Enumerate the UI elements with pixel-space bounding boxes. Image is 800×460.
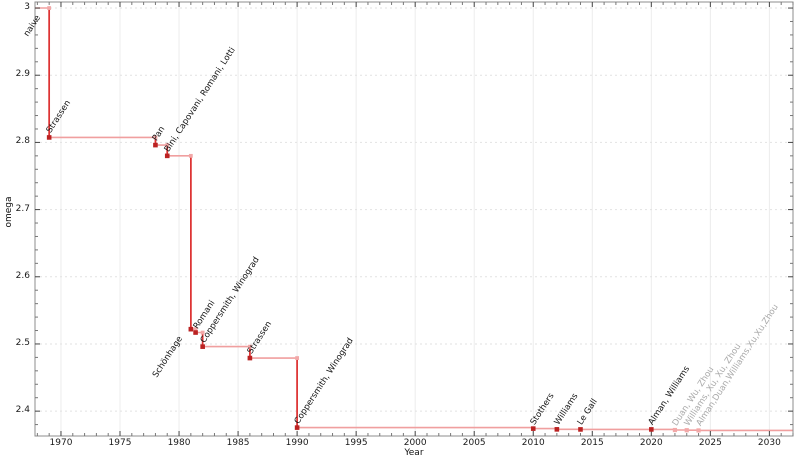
x-tick-label: 2025 — [698, 438, 722, 448]
data-point-marker — [684, 428, 689, 433]
data-point-marker — [164, 153, 170, 159]
x-tick-label: 1975 — [108, 438, 132, 448]
step-corner-marker — [200, 330, 205, 335]
x-tick-label: 1970 — [49, 438, 73, 448]
y-tick-label: 2.5 — [15, 337, 30, 348]
x-tick-label: 2005 — [462, 438, 486, 448]
data-point-marker — [247, 355, 253, 361]
data-point-marker — [554, 427, 560, 432]
step-corner-marker — [193, 327, 198, 332]
x-axis-label: Year — [404, 448, 424, 458]
data-point-marker — [578, 427, 583, 432]
y-tick-label: 2.9 — [15, 69, 30, 80]
step-corner-marker — [153, 135, 158, 140]
x-tick-label: 2015 — [580, 438, 604, 448]
data-point-marker — [530, 426, 536, 431]
omega-step-line — [35, 7, 793, 432]
x-tick-label: 1995 — [344, 438, 368, 448]
step-corner-marker — [47, 6, 52, 10]
y-tick-label: 3 — [24, 2, 30, 13]
step-corner-marker — [188, 153, 193, 158]
data-point-marker — [696, 428, 701, 433]
x-tick-label: 2030 — [757, 438, 781, 448]
data-point-marker — [649, 427, 654, 432]
x-tick-label: 2020 — [639, 438, 663, 448]
plot-border — [34, 1, 794, 437]
step-corner-marker — [165, 143, 170, 147]
x-tick-label: 2010 — [521, 438, 545, 448]
x-tick-label: 1990 — [285, 438, 309, 448]
x-tick-label: 1980 — [167, 438, 191, 448]
y-tick-label: 2.7 — [15, 203, 30, 214]
step-corner-marker — [247, 344, 252, 349]
data-point-marker — [188, 326, 194, 332]
data-point-marker — [153, 142, 158, 148]
x-tick-label: 1985 — [226, 438, 250, 448]
data-point-marker — [294, 425, 300, 430]
data-point-marker — [672, 427, 678, 433]
data-point-marker — [200, 344, 205, 349]
x-tick-label: 2000 — [403, 438, 427, 448]
data-point-marker — [193, 330, 198, 335]
y-tick-label: 2.6 — [15, 270, 30, 281]
y-tick-label: 2.8 — [15, 136, 30, 147]
y-tick-label: 2.4 — [15, 405, 30, 416]
data-point-marker — [46, 135, 52, 140]
step-corner-marker — [295, 356, 300, 360]
